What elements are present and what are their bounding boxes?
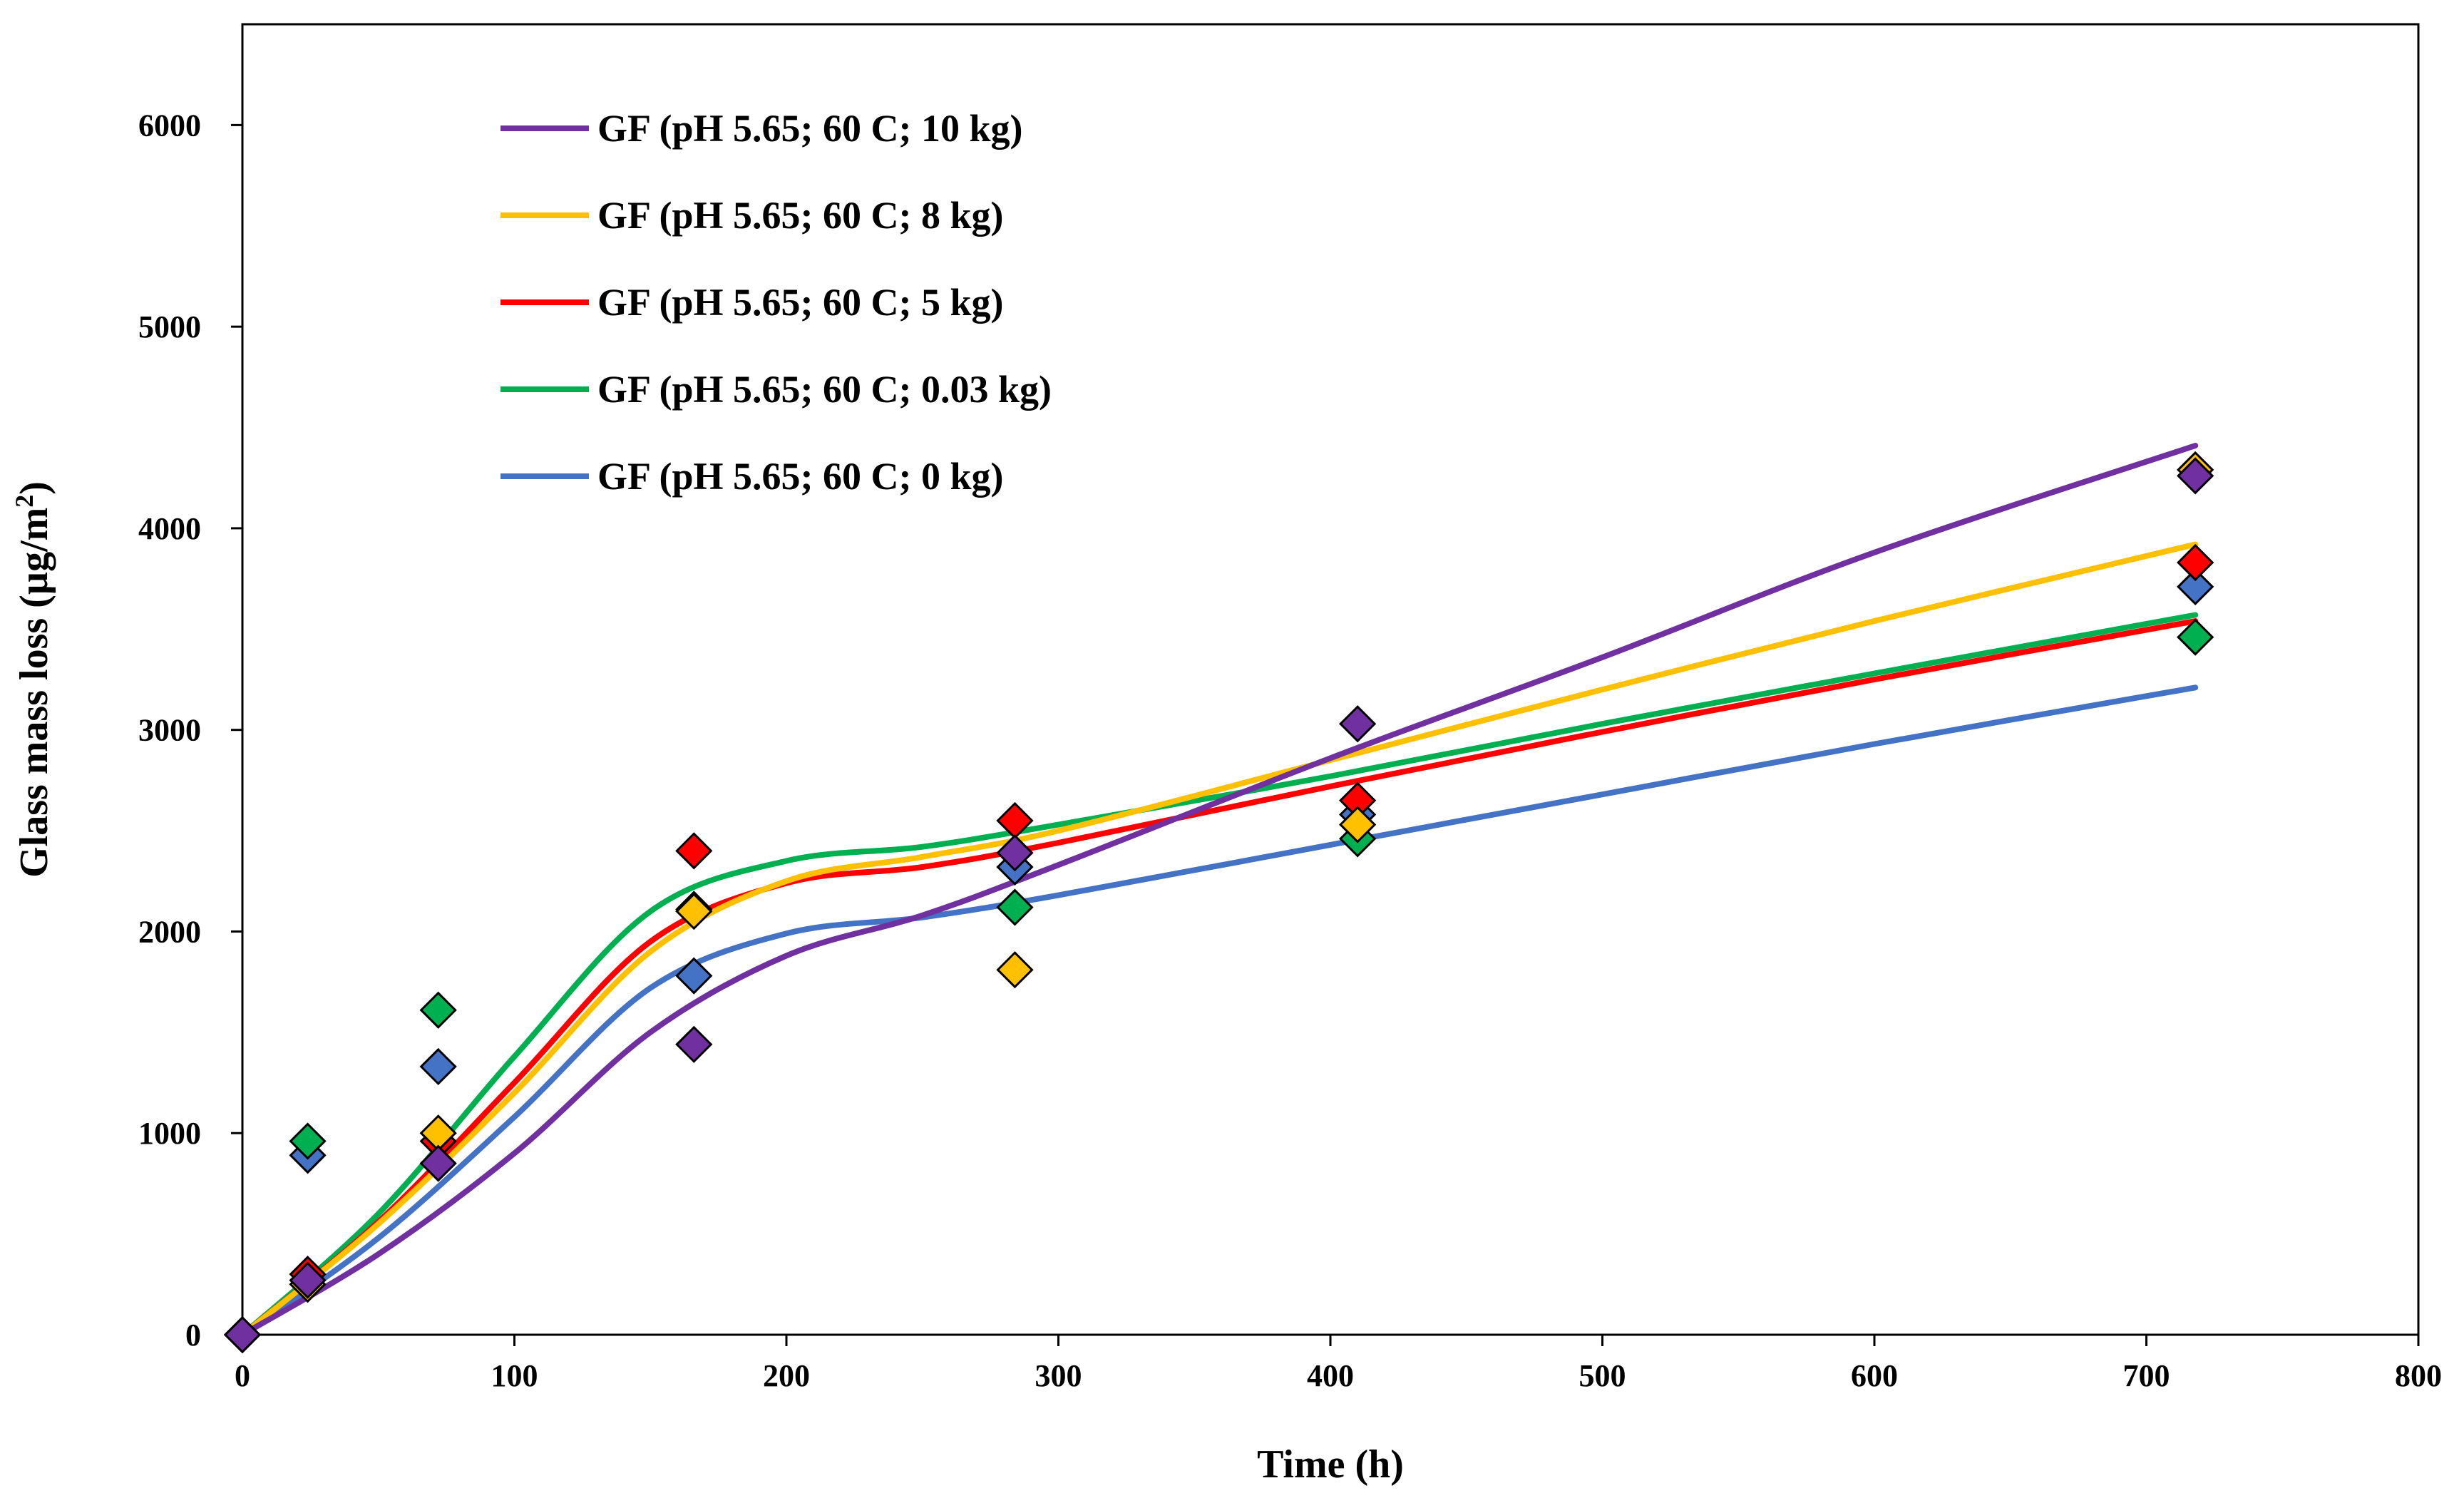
- y-axis-title-main: Glass mass loss (µg/m: [12, 508, 56, 878]
- y-tick-label: 4000: [138, 511, 201, 546]
- legend-label: GF (pH 5.65; 60 C; 0 kg): [597, 455, 1003, 498]
- data-point: [675, 893, 713, 930]
- legend-label: GF (pH 5.65; 60 C; 0.03 kg): [597, 368, 1052, 411]
- y-axis-title: Glass mass loss (µg/m2): [10, 481, 56, 878]
- data-point: [419, 1047, 457, 1086]
- x-tick-label: 500: [1579, 1358, 1626, 1393]
- y-axis-title-superscript: 2: [10, 495, 38, 508]
- fit-line: [240, 541, 2199, 1338]
- x-tick-label: 300: [1035, 1358, 1082, 1393]
- x-tick-label: 600: [1851, 1358, 1898, 1393]
- legend-label: GF (pH 5.65; 60 C; 8 kg): [597, 194, 1003, 237]
- fit-line: [240, 618, 2199, 1338]
- y-axis: 0 1000 2000 3000 4000 5000 6000: [138, 108, 242, 1353]
- data-point: [996, 888, 1034, 926]
- x-tick-label: 700: [2123, 1358, 2170, 1393]
- plot-area: [241, 23, 2420, 1336]
- data-point: [289, 1261, 327, 1299]
- y-tick-label: 3000: [138, 713, 201, 748]
- data-point: [675, 1025, 713, 1063]
- data-point: [2177, 457, 2214, 495]
- fit-line: [240, 612, 2199, 1338]
- data-point: [2177, 618, 2214, 656]
- data-point: [289, 1122, 327, 1160]
- x-tick-label: 0: [235, 1358, 250, 1393]
- data-point: [996, 951, 1034, 989]
- y-tick-label: 6000: [138, 108, 201, 143]
- data-point: [996, 834, 1034, 872]
- fit-line: [240, 443, 2199, 1338]
- x-tick-label: 400: [1307, 1358, 1354, 1393]
- legend: GF (pH 5.65; 60 C; 10 kg) GF (pH 5.65; 60…: [500, 107, 1052, 498]
- y-tick-label: 1000: [138, 1116, 201, 1151]
- data-point: [223, 1315, 262, 1354]
- legend-label: GF (pH 5.65; 60 C; 10 kg): [597, 107, 1022, 150]
- data-points: [223, 451, 2214, 1354]
- x-tick-label: 800: [2395, 1358, 2442, 1393]
- y-tick-label: 0: [185, 1318, 201, 1353]
- x-tick-label: 100: [491, 1358, 538, 1393]
- data-point: [675, 957, 713, 995]
- legend-label: GF (pH 5.65; 60 C; 5 kg): [597, 281, 1003, 324]
- fit-line: [240, 684, 2199, 1338]
- x-axis-title: Time (h): [1257, 1442, 1404, 1487]
- data-point: [675, 832, 713, 870]
- y-axis-title-close: ): [12, 481, 56, 495]
- fit-lines: [240, 443, 2199, 1338]
- data-point: [2177, 568, 2214, 606]
- data-point: [2177, 543, 2214, 582]
- data-point: [1339, 806, 1377, 843]
- x-tick-label: 200: [763, 1358, 810, 1393]
- data-point: [419, 1144, 457, 1182]
- data-point: [419, 991, 457, 1029]
- x-axis: 0 100 200 300 400 500 600 700 800: [235, 1335, 2442, 1393]
- y-tick-label: 5000: [138, 309, 201, 344]
- y-tick-label: 2000: [138, 914, 201, 949]
- data-point: [1339, 705, 1377, 743]
